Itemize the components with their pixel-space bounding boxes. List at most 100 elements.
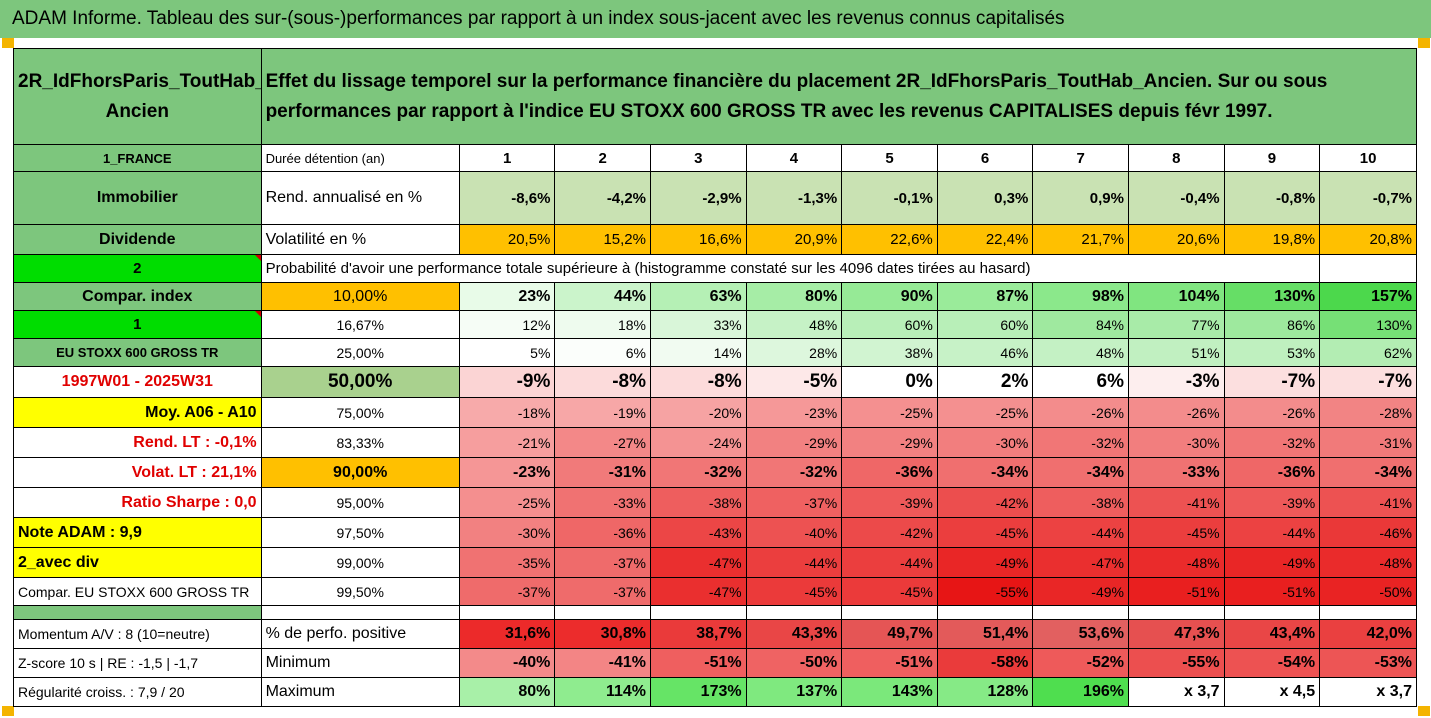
percentile-value: 98% xyxy=(1032,282,1129,311)
percentile-row: Compar. EU STOXX 600 GROSS TR 99,50% -37% -… xyxy=(13,577,1417,606)
stats-value: 196% xyxy=(1032,677,1129,707)
percentile-value: -37% xyxy=(458,577,556,606)
percentile-threshold: 83,33% xyxy=(260,427,460,458)
duration-value: 4 xyxy=(745,144,843,172)
stats-label: Maximum xyxy=(260,677,460,707)
percentile-value: -49% xyxy=(936,547,1034,578)
stats-value: -51% xyxy=(650,648,747,678)
percentile-value: -25% xyxy=(936,397,1034,428)
stats-value: x 3,7 xyxy=(1319,677,1417,707)
row-side-label: Ratio Sharpe : 0,0 xyxy=(13,487,262,518)
percentile-value: -19% xyxy=(554,397,651,428)
duration-label: Durée détention (an) xyxy=(260,144,460,172)
stats-value: -58% xyxy=(936,648,1034,678)
performance-table: 2R_IdFhorsParis_ToutHab_ Ancien Effet du… xyxy=(13,48,1418,707)
percentile-value: -44% xyxy=(841,547,938,578)
row-side-label: Note ADAM : 9,9 xyxy=(13,517,262,548)
row-side-label: Moy. A06 - A10 xyxy=(13,397,262,428)
country-label: 1_FRANCE xyxy=(13,144,262,172)
duration-value: 7 xyxy=(1032,144,1129,172)
return-value: -0,8% xyxy=(1223,171,1321,225)
row-side-label: Rend. LT : -0,1% xyxy=(13,427,262,458)
percentile-value: 6% xyxy=(1032,366,1129,398)
corner-mark xyxy=(1418,38,1430,48)
percentile-value: 6% xyxy=(554,338,651,367)
spacer-row xyxy=(13,605,1417,620)
percentile-value: 63% xyxy=(650,282,747,311)
percentile-value: -25% xyxy=(841,397,938,428)
percentile-value: 130% xyxy=(1319,310,1417,339)
stats-value: 42,0% xyxy=(1319,619,1417,649)
percentile-value: -21% xyxy=(458,427,556,458)
percentile-row: EU STOXX 600 GROSS TR 25,00% 5% 6% 14% 28% 38%… xyxy=(13,338,1417,367)
percentile-value: -49% xyxy=(1032,577,1129,606)
percentile-threshold: 90,00% xyxy=(260,457,460,488)
percentile-value: -5% xyxy=(745,366,843,398)
percentile-value: -32% xyxy=(650,457,747,488)
percentile-value: -31% xyxy=(554,457,651,488)
percentile-value: -7% xyxy=(1319,366,1417,398)
stats-value: 114% xyxy=(554,677,651,707)
percentile-threshold: 10,00% xyxy=(260,282,460,311)
percentile-value: -55% xyxy=(936,577,1034,606)
spacer-cell xyxy=(841,605,938,620)
percentile-value: -47% xyxy=(650,577,747,606)
stats-side-label: Z-score 10 s | RE : -1,5 | -1,7 xyxy=(13,648,262,678)
percentile-value: -3% xyxy=(1127,366,1225,398)
percentile-value: 12% xyxy=(458,310,556,339)
volatility-value: 22,4% xyxy=(936,224,1034,255)
percentile-value: -39% xyxy=(841,487,938,518)
percentile-value: 130% xyxy=(1223,282,1321,311)
stats-value: 80% xyxy=(458,677,556,707)
duration-value: 6 xyxy=(936,144,1034,172)
percentile-value: -39% xyxy=(1223,487,1321,518)
stats-row: Z-score 10 s | RE : -1,5 | -1,7 Minimum -4… xyxy=(13,648,1417,678)
stats-side-label: Régularité croiss. : 7,9 / 20 xyxy=(13,677,262,707)
percentile-value: -30% xyxy=(1127,427,1225,458)
percentile-value: 48% xyxy=(745,310,843,339)
percentile-value: -28% xyxy=(1319,397,1417,428)
duration-value: 10 xyxy=(1319,144,1417,172)
percentile-value: -8% xyxy=(554,366,651,398)
percentile-value: 23% xyxy=(458,282,556,311)
percentile-threshold: 50,00% xyxy=(260,366,460,398)
income-type-label: Dividende xyxy=(13,224,262,255)
percentile-value: 46% xyxy=(936,338,1034,367)
stats-value: 128% xyxy=(936,677,1034,707)
percentile-value: 33% xyxy=(650,310,747,339)
percentile-value: -18% xyxy=(458,397,556,428)
percentile-value: 2% xyxy=(936,366,1034,398)
probability-caption: Probabilité d'avoir une performance tota… xyxy=(260,254,1225,283)
percentile-value: -35% xyxy=(458,547,556,578)
row-side-label: Compar. index xyxy=(13,282,262,311)
percentile-value: -45% xyxy=(1127,517,1225,548)
spacer-cell xyxy=(1032,605,1129,620)
percentile-value: -36% xyxy=(554,517,651,548)
percentile-value: 86% xyxy=(1223,310,1321,339)
percentile-value: 48% xyxy=(1032,338,1129,367)
percentile-value: -45% xyxy=(936,517,1034,548)
percentile-row: Note ADAM : 9,9 97,50% -30% -36% -43% -40% -42… xyxy=(13,517,1417,548)
return-value: -0,1% xyxy=(841,171,938,225)
percentile-value: -42% xyxy=(936,487,1034,518)
volatility-value: 20,8% xyxy=(1319,224,1417,255)
percentile-row: Compar. index 10,00% 23% 44% 63% 80% 90% 87% 98%… xyxy=(13,282,1417,311)
percentile-value: -29% xyxy=(745,427,843,458)
stats-value: 47,3% xyxy=(1127,619,1225,649)
volatility-value: 19,8% xyxy=(1223,224,1321,255)
percentile-value: -51% xyxy=(1127,577,1225,606)
stats-value: -55% xyxy=(1127,648,1225,678)
percentile-value: 51% xyxy=(1127,338,1225,367)
empty-cell xyxy=(1319,254,1417,283)
spacer-cell xyxy=(458,605,556,620)
percentile-value: 80% xyxy=(745,282,843,311)
spacer-cell xyxy=(1223,605,1321,620)
percentile-value: 5% xyxy=(458,338,556,367)
stats-label: % de perfo. positive xyxy=(260,619,460,649)
row-side-label: 2_avec div xyxy=(13,547,262,578)
asset-type-label: Immobilier xyxy=(13,171,262,225)
percentile-value: -34% xyxy=(1319,457,1417,488)
percentile-value: 104% xyxy=(1127,282,1225,311)
percentile-value: -47% xyxy=(1032,547,1129,578)
percentile-value: -40% xyxy=(745,517,843,548)
